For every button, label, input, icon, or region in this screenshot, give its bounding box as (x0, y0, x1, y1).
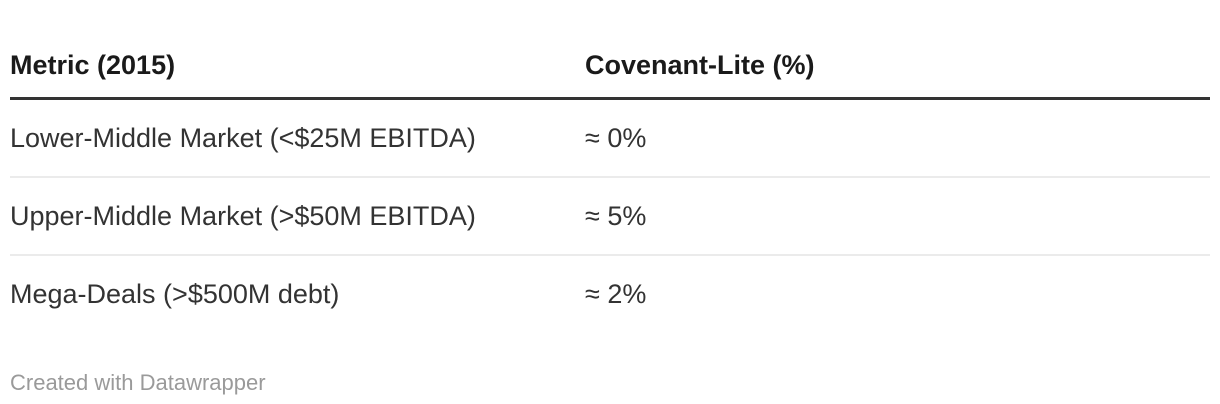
value-cell: ≈ 0% (585, 98, 1210, 178)
metric-cell: Mega-Deals (>$500M debt) (10, 279, 340, 309)
value-cell: ≈ 5% (585, 177, 1210, 256)
column-header-covenant-lite: Covenant-Lite (%) (585, 0, 1210, 100)
table-row: Mega-Deals (>$500M debt) ≈ 2% (10, 255, 1210, 332)
table-header: Metric (2015) Covenant-Lite (%) (10, 0, 1210, 100)
value-cell: ≈ 2% (585, 279, 647, 309)
header-row: Metric (2015) Covenant-Lite (%) (10, 0, 1210, 100)
metric-cell: Lower-Middle Market (<$25M EBITDA) (10, 98, 585, 178)
table-row: Lower-Middle Market (<$25M EBITDA) ≈ 0% (10, 98, 1210, 178)
table-body: Lower-Middle Market (<$25M EBITDA) ≈ 0% … (10, 98, 1210, 333)
chart-footer: Created with Datawrapper (10, 370, 1210, 396)
table-row: Upper-Middle Market (>$50M EBITDA) ≈ 5% (10, 177, 1210, 256)
column-header-metric: Metric (2015) (10, 0, 585, 100)
datawrapper-attribution-link[interactable]: Created with Datawrapper (10, 370, 266, 395)
data-table: Metric (2015) Covenant-Lite (%) Lower-Mi… (10, 0, 1210, 332)
metric-cell: Upper-Middle Market (>$50M EBITDA) (10, 177, 585, 256)
